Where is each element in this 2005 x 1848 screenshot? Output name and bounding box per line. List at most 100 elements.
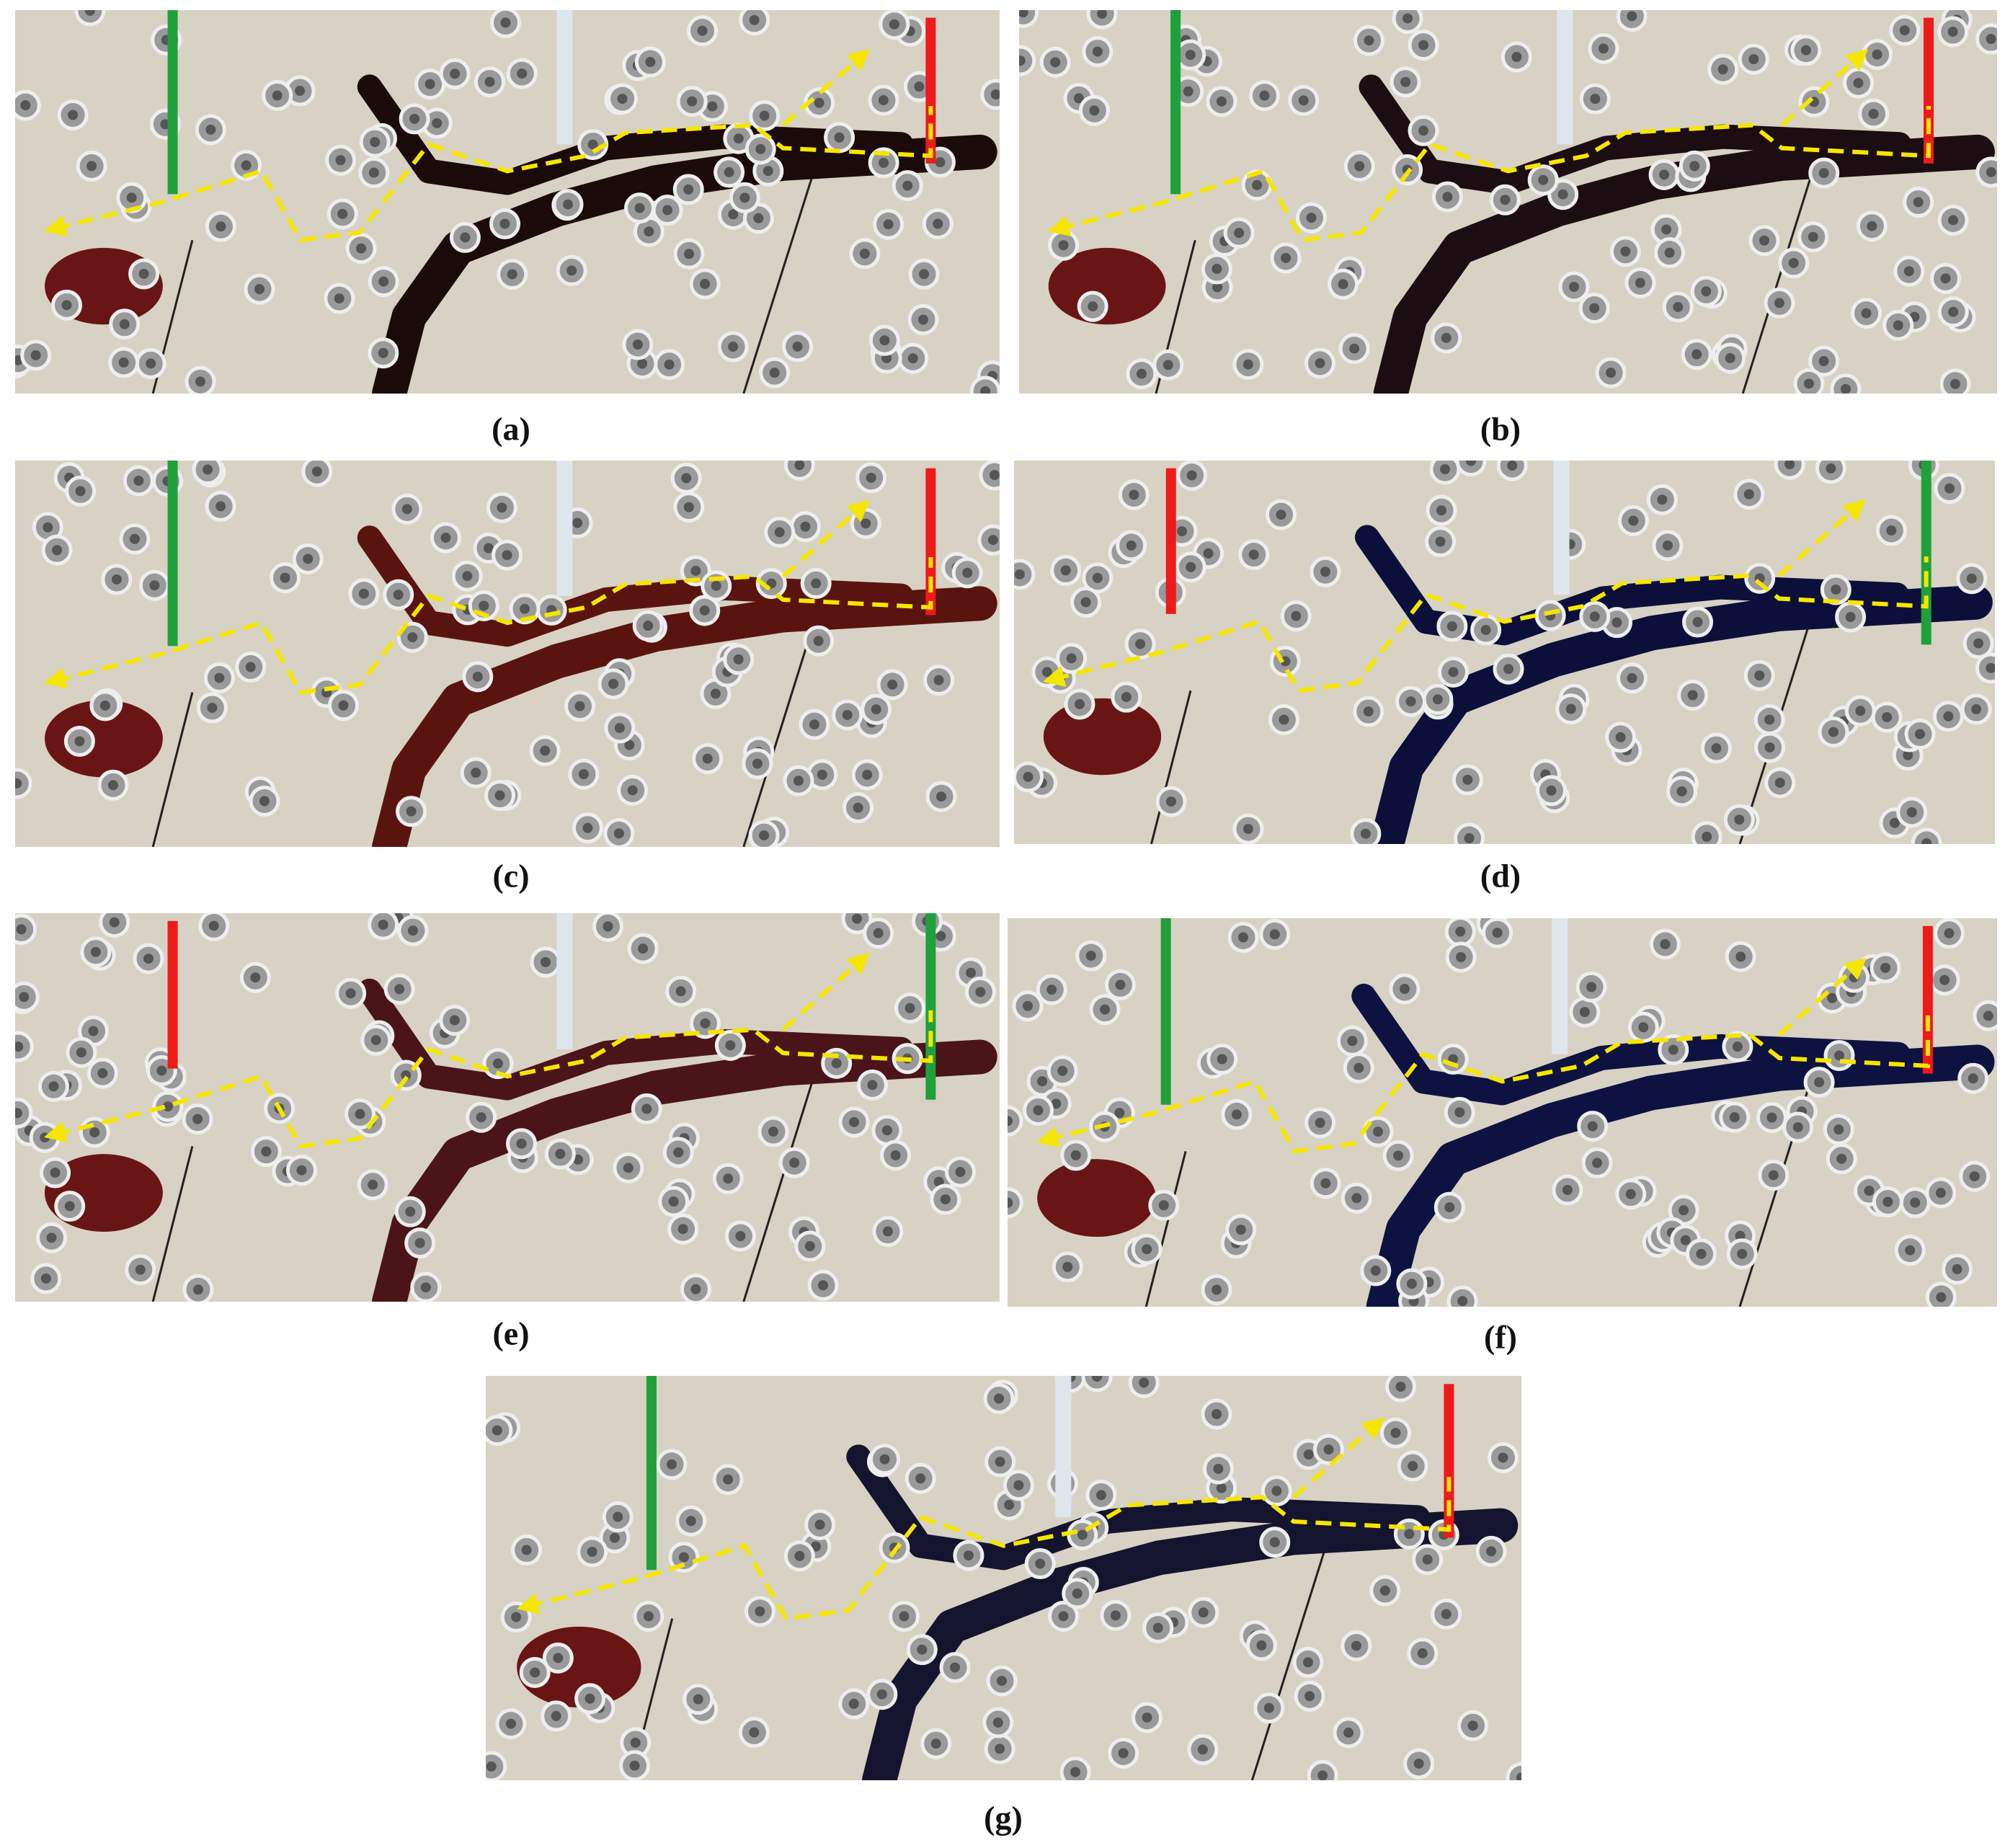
bolt-hole	[530, 1667, 541, 1678]
bolt-hole	[1066, 653, 1077, 664]
flow-path	[1780, 48, 1869, 127]
bolt-hole	[1910, 1197, 1921, 1208]
bolt-hole	[1966, 573, 1977, 584]
bolt-hole	[311, 466, 322, 477]
photo-panel	[15, 913, 1000, 1302]
bolt-hole	[119, 319, 130, 329]
bolt-hole	[1486, 1546, 1497, 1557]
bolt-hole	[358, 588, 369, 599]
bolt-hole	[866, 472, 876, 483]
bolt-hole	[1399, 984, 1410, 995]
bolt-hole	[1899, 25, 1910, 36]
bolt-hole	[1070, 1150, 1081, 1160]
injection-arrow	[925, 913, 936, 1100]
bolt-hole	[1711, 743, 1722, 754]
bolt-hole	[794, 1550, 805, 1561]
bolt-hole	[195, 376, 205, 387]
bolt-hole	[1281, 252, 1292, 263]
bolt-hole	[1269, 929, 1280, 940]
panel-label: (e)	[492, 1315, 529, 1352]
bolt-hole	[1638, 1022, 1649, 1033]
bolt-hole	[1628, 515, 1639, 526]
bolt-hole	[1696, 1248, 1707, 1259]
bolt-hole	[1418, 40, 1429, 50]
bolt-hole	[84, 10, 95, 16]
flow-channel	[862, 1508, 1519, 1780]
dye-patch	[1043, 698, 1162, 776]
bolt-hole	[1050, 57, 1061, 68]
white-marker	[1557, 10, 1573, 145]
bolt-hole	[1766, 1112, 1777, 1123]
bolt-hole	[540, 745, 551, 756]
bolt-hole	[334, 293, 344, 304]
bolt-hole	[1302, 1657, 1313, 1668]
bolt-hole	[517, 68, 528, 79]
bolt-hole	[1212, 1284, 1222, 1295]
bolt-hole	[1764, 714, 1775, 725]
bolt-hole	[1480, 625, 1491, 636]
bolt-hole	[1986, 166, 1996, 177]
bolt-hole	[1827, 992, 1838, 1003]
bolt-hole	[1673, 301, 1684, 312]
bolt	[969, 376, 1000, 394]
bolt-hole	[902, 180, 913, 191]
bolt-hole	[723, 1173, 734, 1184]
bolt-hole	[146, 358, 156, 369]
bolt-hole	[107, 780, 118, 791]
bolt-hole	[1466, 461, 1477, 466]
bolt-hole	[1657, 494, 1668, 505]
bolt-hole	[88, 1026, 99, 1036]
bolt-hole	[697, 25, 708, 36]
bolt-hole	[1349, 343, 1360, 354]
bolt-hole	[43, 522, 53, 533]
bolt-hole	[1950, 378, 1960, 389]
bolt-hole	[574, 701, 585, 711]
injection-arrow	[1921, 461, 1931, 645]
bolt-hole	[1158, 1200, 1169, 1211]
bolt-hole	[1971, 704, 1982, 715]
bolt-hole	[450, 68, 461, 79]
bolt-hole	[162, 1101, 173, 1112]
bolt-hole	[614, 722, 625, 733]
bolt-hole	[1238, 932, 1249, 943]
bolt	[1008, 1105, 1023, 1137]
bolt-hole	[1372, 1127, 1383, 1137]
bolt-hole	[401, 1070, 412, 1080]
bolt-hole	[368, 167, 379, 178]
white-marker	[1553, 461, 1570, 595]
bolt-hole	[768, 1127, 778, 1137]
bolt-hole	[1882, 712, 1893, 723]
bolt-hole	[879, 1454, 890, 1465]
bolt-hole	[1347, 1036, 1358, 1047]
bolt-hole	[138, 268, 149, 279]
bolt-hole	[792, 341, 803, 352]
bolt-hole	[1538, 174, 1549, 185]
bolt-hole	[368, 1179, 378, 1190]
bolt-hole	[935, 930, 946, 941]
bolt-hole	[345, 988, 356, 999]
bolt-hole	[1565, 703, 1576, 714]
bolt-hole	[1464, 833, 1475, 844]
bolt-hole	[1023, 1000, 1033, 1011]
bolt-hole	[1404, 1529, 1415, 1540]
bolt-hole	[203, 464, 213, 475]
bolt-hole	[1754, 670, 1765, 681]
bolt-hole	[1393, 1150, 1404, 1161]
bolt-hole	[1035, 1558, 1046, 1569]
bolt-hole	[1467, 1720, 1478, 1731]
bolt-hole	[1635, 277, 1645, 288]
bolt-hole	[1057, 1065, 1068, 1076]
bolt-hole	[1849, 972, 1859, 983]
bolt-hole	[1186, 470, 1197, 481]
bolt-hole	[500, 17, 511, 28]
bolt-hole	[1774, 298, 1785, 308]
bolt-hole	[1826, 463, 1836, 474]
bolt-hole	[16, 924, 27, 935]
bolt-hole	[241, 160, 252, 171]
bolt-hole	[907, 353, 918, 364]
bolt-hole	[1903, 750, 1913, 760]
bolt-hole	[1379, 1585, 1390, 1596]
bolt-hole	[99, 700, 110, 711]
bolt-hole	[1516, 1772, 1521, 1780]
bolt-hole	[1943, 711, 1954, 721]
